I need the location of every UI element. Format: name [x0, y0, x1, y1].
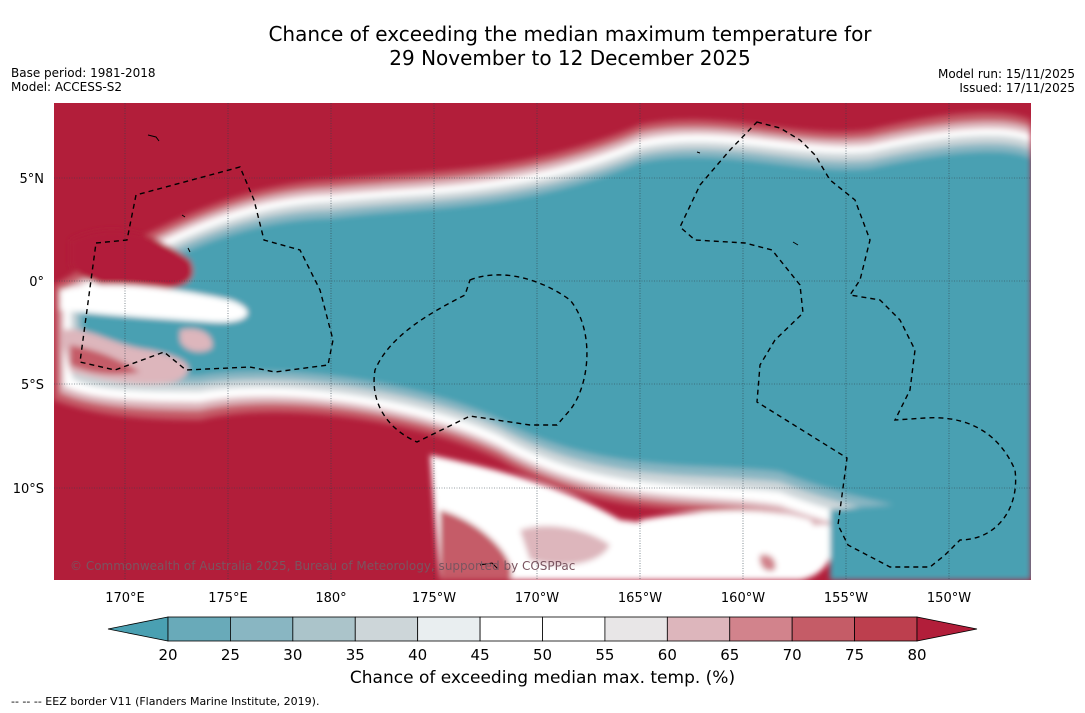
colorbar-tick-label: 40 [408, 646, 427, 664]
southeast-neutral-patch [640, 510, 819, 579]
eez-footnote: -- -- -- EEZ border V11 (Flanders Marine… [11, 695, 320, 708]
colorbar-label: Chance of exceeding median max. temp. (%… [349, 668, 736, 688]
islands [147, 134, 799, 570]
lon-label: 170°W [515, 591, 559, 606]
latitude-labels: 5°N 0° 5°S 10°S [13, 172, 44, 497]
lat-label: 0° [29, 275, 44, 290]
lat-label: 5°S [21, 378, 44, 393]
map-title: Chance of exceeding the median maximum t… [0, 22, 1085, 70]
model-run-date: Model run: 15/11/2025 [937, 67, 1075, 81]
colorbar-tick-label: 75 [845, 646, 864, 664]
colorbar-tick-label: 45 [471, 646, 490, 664]
colorbar-tick-label: 50 [533, 646, 552, 664]
longitude-labels: 170°E 175°E 180° 175°W 170°W 165°W 160°W… [105, 591, 971, 606]
island-outline [479, 562, 499, 570]
issued-date: Issued: 17/11/2025 [959, 81, 1075, 95]
colorbar-tick-label: 65 [720, 646, 739, 664]
colorbar-segment [354, 616, 419, 642]
north-warm-tongue [70, 229, 194, 291]
lon-label: 170°E [105, 591, 145, 606]
colorbar-segment [167, 616, 231, 642]
colorbar-tick-label: 35 [346, 646, 365, 664]
below-median-region [82, 151, 1031, 520]
forecast-info: Base period: 1981-2018 Model: ACCESS-S2 [11, 66, 156, 94]
colorbar-upper-extension [916, 616, 978, 642]
west-warm-core [70, 345, 140, 375]
lon-label: 160°W [721, 591, 765, 606]
title-line-1: Chance of exceeding the median maximum t… [268, 22, 872, 46]
probability-field: © Commonwealth of Australia 2025, Bureau… [54, 103, 1031, 580]
island-outline [181, 214, 186, 218]
colorbar-segment [604, 616, 668, 642]
eez-east [679, 121, 1017, 568]
small-warm-patch [180, 328, 213, 352]
colorbar-tick-label: 60 [658, 646, 677, 664]
eez-borders [79, 121, 1017, 568]
equatorial-neutral-strip [60, 284, 248, 323]
colorbar-tick-label: 70 [783, 646, 802, 664]
lon-label: 155°W [824, 591, 868, 606]
island-outline [792, 241, 799, 246]
island-outline [147, 134, 160, 142]
lon-label: 175°W [412, 591, 456, 606]
title-line-2: 29 November to 12 December 2025 [389, 46, 751, 70]
lat-label: 5°N [20, 172, 45, 187]
copyright-notice: © Commonwealth of Australia 2025, Bureau… [70, 559, 575, 573]
colorbar-segment [479, 616, 543, 642]
model-name: Model: ACCESS-S2 [11, 80, 123, 94]
south-warm-patch [520, 525, 610, 565]
colorbar: 20 25 30 35 40 45 50 55 60 65 70 75 80 [107, 616, 978, 664]
lon-label: 180° [315, 591, 346, 606]
graticule [54, 103, 1031, 580]
lon-label: 150°W [927, 591, 971, 606]
colorbar-tick-label: 25 [221, 646, 240, 664]
eez-central [373, 274, 588, 443]
eez-west [79, 166, 334, 373]
colorbar-segment [666, 616, 731, 642]
colorbar-segment [417, 616, 481, 642]
lon-label: 175°E [208, 591, 248, 606]
southwest-warm-patch [440, 510, 512, 580]
lat-label: 10°S [13, 482, 44, 497]
lon-label: 165°W [618, 591, 662, 606]
colorbar-segment [230, 616, 294, 642]
colorbar-segment [292, 616, 356, 642]
colorbar-lower-extension [107, 616, 169, 642]
colorbar-segment [854, 616, 918, 642]
colorbar-tick-label: 80 [907, 646, 926, 664]
small-warm-spot [759, 554, 776, 572]
island-outline [696, 151, 701, 154]
southeast-cool-region [830, 502, 1031, 580]
colorbar-tick-label: 55 [595, 646, 614, 664]
colorbar-segment [542, 616, 606, 642]
run-info: Model run: 15/11/2025 Issued: 17/11/2025 [938, 67, 1075, 95]
island-outline [187, 247, 191, 253]
colorbar-segment [791, 616, 855, 642]
base-period: Base period: 1981-2018 [11, 66, 156, 80]
colorbar-segment [729, 616, 793, 642]
colorbar-tick-label: 20 [158, 646, 177, 664]
colorbar-tick-label: 30 [283, 646, 302, 664]
